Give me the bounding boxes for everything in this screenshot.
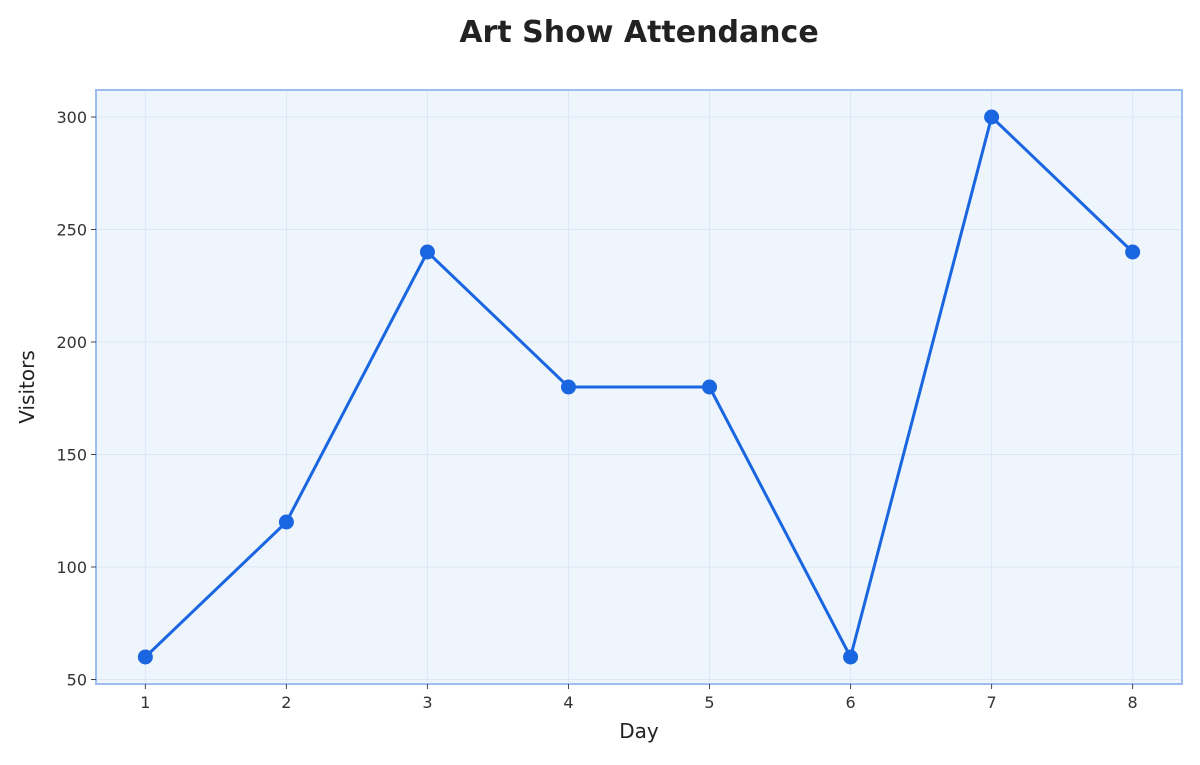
axis-ticks: 1 2 3 4 5 6 7 8 50 100 150 200 250 300	[56, 108, 1137, 712]
y-tick-label: 250	[56, 221, 87, 240]
data-point	[1125, 244, 1141, 260]
grid-lines	[95, 89, 1183, 685]
x-axis-label: Day	[619, 719, 659, 743]
data-point	[984, 109, 1000, 125]
x-tick-label: 8	[1128, 693, 1138, 712]
series-line	[144, 115, 1134, 659]
x-tick-label: 4	[563, 693, 573, 712]
y-tick-label: 150	[56, 446, 87, 465]
y-tick-label: 100	[56, 558, 87, 577]
y-tick-label: 50	[67, 671, 87, 690]
data-point	[278, 514, 294, 530]
x-tick-label: 6	[845, 693, 855, 712]
x-tick-label: 3	[422, 693, 432, 712]
y-axis-label: Visitors	[15, 350, 39, 424]
data-point	[560, 379, 576, 395]
chart-title: Art Show Attendance	[459, 15, 818, 50]
data-point	[419, 244, 435, 260]
data-point	[843, 649, 859, 665]
data-series	[137, 109, 1141, 665]
x-tick-label: 1	[140, 693, 150, 712]
x-tick-label: 5	[704, 693, 714, 712]
data-point	[702, 379, 718, 395]
x-tick-label: 7	[987, 693, 997, 712]
data-point	[137, 649, 153, 665]
x-tick-label: 2	[281, 693, 291, 712]
y-tick-label: 300	[56, 108, 87, 127]
plot-border	[95, 89, 1183, 685]
y-tick-label: 200	[56, 333, 87, 352]
